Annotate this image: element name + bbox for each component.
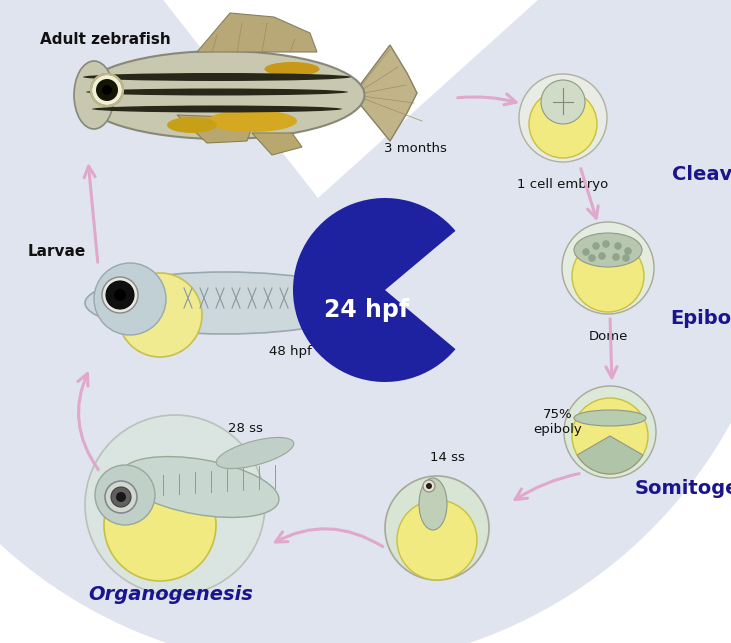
Polygon shape xyxy=(354,45,417,141)
Ellipse shape xyxy=(86,89,348,96)
Text: Larvae: Larvae xyxy=(28,244,86,260)
Circle shape xyxy=(562,222,654,314)
Ellipse shape xyxy=(83,73,351,81)
Circle shape xyxy=(94,263,166,335)
Circle shape xyxy=(564,386,656,478)
Ellipse shape xyxy=(419,478,447,530)
Ellipse shape xyxy=(265,62,319,76)
Ellipse shape xyxy=(167,117,217,133)
Text: Somitogenesis: Somitogenesis xyxy=(635,478,731,498)
Circle shape xyxy=(85,415,265,595)
Circle shape xyxy=(614,242,622,249)
Circle shape xyxy=(529,90,597,158)
Circle shape xyxy=(426,483,432,489)
Circle shape xyxy=(105,481,137,513)
Circle shape xyxy=(104,469,216,581)
Text: 24 hpf: 24 hpf xyxy=(325,298,409,322)
Text: 75%
epiboly: 75% epiboly xyxy=(534,408,583,436)
Text: 1 cell embryo: 1 cell embryo xyxy=(518,178,609,191)
Circle shape xyxy=(96,79,118,101)
Circle shape xyxy=(91,74,123,106)
Circle shape xyxy=(622,254,630,262)
Circle shape xyxy=(114,289,126,301)
Ellipse shape xyxy=(574,233,642,267)
Circle shape xyxy=(116,492,126,502)
Ellipse shape xyxy=(574,410,646,426)
Circle shape xyxy=(572,240,644,312)
Ellipse shape xyxy=(80,51,365,139)
Ellipse shape xyxy=(74,61,114,129)
Ellipse shape xyxy=(121,457,279,518)
Ellipse shape xyxy=(216,437,294,469)
Circle shape xyxy=(118,273,202,357)
Circle shape xyxy=(612,253,620,261)
Wedge shape xyxy=(577,436,643,474)
Text: 14 ss: 14 ss xyxy=(430,451,464,464)
Text: Dome: Dome xyxy=(588,330,628,343)
Ellipse shape xyxy=(85,272,365,334)
Text: 3 months: 3 months xyxy=(384,141,447,154)
Circle shape xyxy=(397,500,477,580)
Text: 48 hpf: 48 hpf xyxy=(268,345,311,358)
Circle shape xyxy=(592,242,600,249)
Circle shape xyxy=(519,74,607,162)
Circle shape xyxy=(423,480,435,492)
Polygon shape xyxy=(252,133,302,155)
Text: Organogenesis: Organogenesis xyxy=(88,586,253,604)
Circle shape xyxy=(582,248,590,256)
Text: Cleavage: Cleavage xyxy=(672,165,731,185)
Circle shape xyxy=(602,240,610,248)
Circle shape xyxy=(541,80,585,124)
Polygon shape xyxy=(197,13,317,52)
Circle shape xyxy=(624,247,632,255)
Circle shape xyxy=(572,398,648,474)
Circle shape xyxy=(106,281,134,309)
Text: 28 ss: 28 ss xyxy=(227,422,262,435)
Circle shape xyxy=(598,252,606,260)
Polygon shape xyxy=(177,115,252,143)
Text: Adult zebrafish: Adult zebrafish xyxy=(40,33,171,48)
Circle shape xyxy=(111,487,131,507)
Circle shape xyxy=(95,465,155,525)
Circle shape xyxy=(385,476,489,580)
Text: Epiboly: Epiboly xyxy=(670,309,731,327)
Wedge shape xyxy=(293,198,455,382)
Circle shape xyxy=(102,277,138,313)
Ellipse shape xyxy=(92,105,342,113)
Circle shape xyxy=(588,254,596,262)
Circle shape xyxy=(102,85,112,95)
Ellipse shape xyxy=(207,110,297,132)
